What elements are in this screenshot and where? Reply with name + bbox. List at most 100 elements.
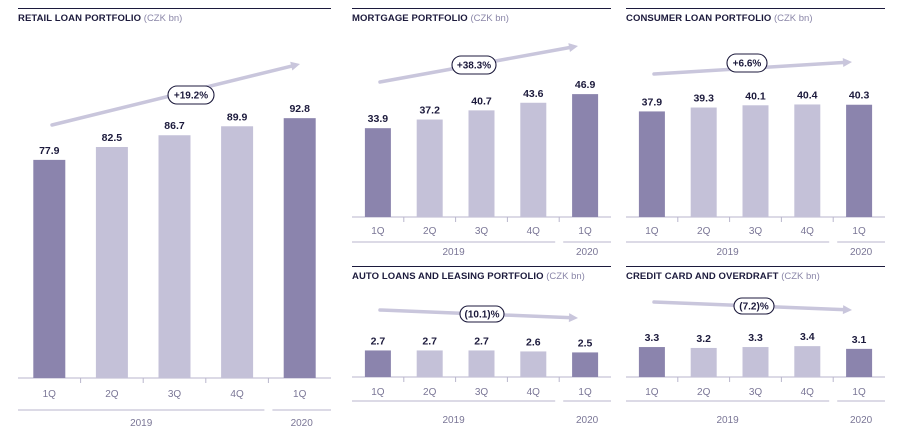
tick-label: 4Q: [527, 387, 541, 398]
tick-label: 3Q: [749, 226, 763, 237]
bar: [158, 135, 191, 378]
growth-badge: [167, 85, 215, 105]
value-label: 2.5: [578, 337, 593, 349]
retail-loan-panel: RETAIL LOAN PORTFOLIO (CZK bn) +19.2% 77.…: [18, 8, 331, 430]
value-label: 46.9: [575, 79, 596, 91]
trend-arrow-head: [568, 313, 578, 323]
bar: [520, 102, 547, 217]
value-label: 89.9: [227, 111, 248, 123]
value-label: 2.7: [474, 335, 489, 347]
bar: [221, 126, 254, 378]
value-label: 3.4: [800, 331, 815, 343]
bar: [468, 350, 495, 377]
value-label: 2.7: [422, 335, 437, 347]
value-label: 39.3: [693, 93, 714, 105]
value-label: 2.7: [371, 335, 386, 347]
value-label: 33.9: [368, 113, 389, 125]
tick-label: 2Q: [697, 226, 711, 237]
tick-label: 1Q: [578, 387, 592, 398]
value-label: 40.7: [471, 95, 492, 107]
tick-label: 1Q: [371, 387, 385, 398]
tick-label: 1Q: [645, 226, 659, 237]
value-label: 40.3: [849, 90, 870, 102]
year-label: 2020: [576, 247, 599, 258]
tick-label: 2Q: [423, 387, 437, 398]
bar: [690, 347, 717, 377]
mortgage-panel: MORTGAGE PORTFOLIO (CZK bn) +38.3% 33.9 1Q…: [352, 8, 611, 258]
mortgage-title: MORTGAGE PORTFOLIO (CZK bn): [352, 8, 611, 29]
growth-label: +6.6%: [733, 59, 762, 70]
bar: [794, 346, 821, 377]
panel-title-main: RETAIL LOAN PORTFOLIO: [18, 13, 142, 24]
tick-label: 1Q: [852, 387, 866, 398]
year-label: 2019: [442, 415, 465, 426]
panel-title-main: CREDIT CARD AND OVERDRAFT: [626, 271, 779, 282]
tick-label: 1Q: [852, 226, 866, 237]
bar: [742, 105, 769, 217]
tick-label: 1Q: [645, 387, 659, 398]
value-label: 3.3: [645, 332, 660, 344]
bar: [416, 350, 443, 377]
growth-label: (7.2)%: [739, 302, 769, 313]
growth-badge: [459, 305, 505, 323]
bar: [572, 94, 599, 217]
value-label: 3.2: [696, 333, 711, 345]
tick-label: 4Q: [801, 226, 815, 237]
tick-label: 1Q: [43, 389, 57, 400]
auto-loans-panel: AUTO LOANS AND LEASING PORTFOLIO (CZK bn…: [352, 266, 611, 430]
year-label: 2020: [850, 415, 873, 426]
tick-label: 2Q: [105, 389, 119, 400]
panel-title-unit: (CZK bn): [143, 13, 183, 24]
growth-badge: [451, 55, 497, 75]
growth-label: (10.1)%: [464, 310, 499, 321]
consumer-loan-panel: CONSUMER LOAN PORTFOLIO (CZK bn) +6.6% 37…: [626, 8, 885, 258]
bar: [846, 104, 873, 217]
value-label: 40.1: [745, 90, 766, 102]
bar: [794, 104, 821, 217]
value-label: 77.9: [39, 145, 60, 157]
year-label: 2020: [291, 418, 314, 429]
mortgage-chart: +38.3% 33.9 1Q 37.2 2Q 40.7 3Q 43.6 4Q 46.9 1Q 2019…: [352, 43, 611, 258]
retail-loan-title: RETAIL LOAN PORTFOLIO (CZK bn): [18, 8, 331, 29]
panel-title-unit: (CZK bn): [781, 271, 820, 282]
value-label: 37.2: [419, 105, 440, 117]
value-label: 86.7: [164, 120, 185, 132]
value-label: 82.5: [102, 132, 123, 144]
bar: [283, 118, 316, 378]
consumer-loan-chart: +6.6% 37.9 1Q 39.3 2Q 40.1 3Q 40.4 4Q 40.3 1Q 2019 2…: [626, 53, 885, 258]
bar: [520, 351, 547, 377]
value-label: 37.9: [642, 96, 663, 108]
tick-label: 1Q: [371, 226, 385, 237]
bar: [572, 352, 599, 377]
tick-label: 4Q: [230, 389, 244, 400]
year-label: 2020: [850, 247, 873, 258]
bar: [468, 110, 495, 217]
tick-label: 3Q: [168, 389, 182, 400]
consumer-loan-title: CONSUMER LOAN PORTFOLIO (CZK bn): [626, 8, 885, 29]
value-label: 2.6: [526, 336, 541, 348]
auto-loans-title: AUTO LOANS AND LEASING PORTFOLIO (CZK bn…: [352, 266, 611, 287]
panel-title-main: MORTGAGE PORTFOLIO: [352, 13, 468, 24]
tick-label: 2Q: [423, 226, 437, 237]
tick-label: 2Q: [697, 387, 711, 398]
growth-badge: [726, 53, 768, 73]
year-label: 2019: [442, 247, 465, 258]
trend-arrow-head: [568, 43, 578, 53]
trend-arrow-head: [842, 305, 852, 315]
bar: [638, 111, 665, 217]
year-label: 2020: [576, 415, 599, 426]
bar: [638, 347, 665, 377]
value-label: 3.3: [748, 332, 763, 344]
credit-card-panel: CREDIT CARD AND OVERDRAFT (CZK bn) (7.2)…: [626, 266, 885, 430]
value-label: 40.4: [797, 89, 818, 101]
panel-title-main: AUTO LOANS AND LEASING PORTFOLIO: [352, 271, 544, 282]
year-label: 2019: [716, 247, 739, 258]
growth-label: +19.2%: [174, 91, 208, 102]
bar: [33, 159, 66, 378]
bar: [690, 107, 717, 217]
growth-badge: [733, 297, 775, 315]
panel-title-main: CONSUMER LOAN PORTFOLIO: [626, 13, 772, 24]
tick-label: 4Q: [527, 226, 541, 237]
year-label: 2019: [130, 418, 153, 429]
value-label: 3.1: [852, 334, 867, 346]
